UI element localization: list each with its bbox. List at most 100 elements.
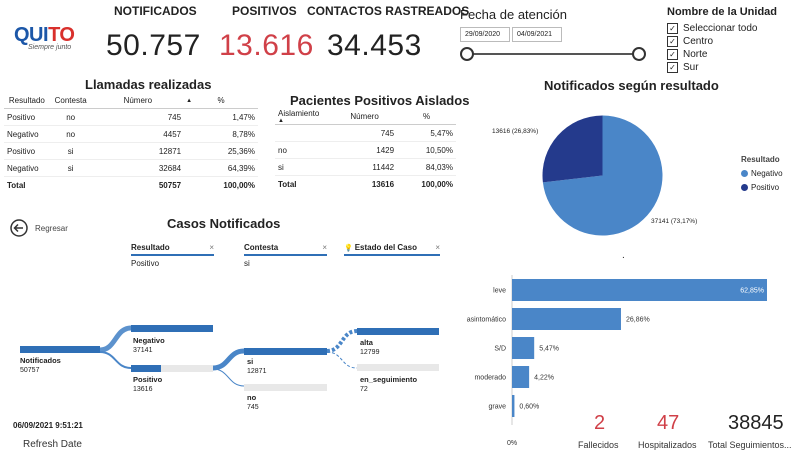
sort-asc-icon[interactable]: ▲ [186, 98, 193, 104]
llamadas-table: Resultado Contesta Número ▲% Positivo no 7… [4, 92, 258, 193]
table-cell: 25,36% [184, 142, 258, 160]
aislados-title: Pacientes Positivos Aislados [290, 93, 470, 108]
node-value: 50757 [20, 367, 40, 374]
bar-value-label: 4,22% [534, 375, 554, 382]
bar-grave[interactable] [512, 395, 515, 417]
legend-dot-icon [741, 170, 748, 177]
bar-moderado[interactable] [512, 366, 530, 388]
unidad-option-norte[interactable]: ✓ Norte [667, 48, 758, 61]
pie-label-positivo: 13616 (26,83%) [492, 128, 539, 135]
table-row[interactable]: Negativo si 32684 64,39% [4, 159, 258, 177]
llamadas-title: Llamadas realizadas [85, 77, 212, 92]
checkbox-checked-icon[interactable]: ✓ [667, 62, 678, 73]
table-cell: si [275, 158, 333, 176]
col-header-resultado[interactable]: Resultado [4, 92, 50, 109]
pie-legend-negativo[interactable]: Negativo [741, 169, 783, 178]
col-header-pct[interactable]: % [397, 108, 456, 125]
node-value: 13616 [133, 386, 153, 393]
table-row[interactable]: Positivo si 12871 25,36% [4, 142, 258, 160]
unidad-option-label: Sur [683, 62, 699, 73]
tree-root-bar[interactable] [20, 346, 100, 353]
table-cell: no [49, 125, 92, 143]
col-header-aislamiento[interactable]: Aislamiento ▲ [275, 108, 333, 125]
bar-axis-zero-label: 0% [507, 440, 517, 447]
table-cell: si [49, 159, 92, 177]
total-seguimientos-label: Total Seguimientos... [708, 440, 792, 450]
tree-node-positivo[interactable]: Positivo 13616 [133, 375, 162, 394]
legend-dot-icon [741, 184, 748, 191]
tree-node-bar-en-seguimiento[interactable] [357, 364, 439, 371]
table-cell: 11442 [332, 158, 398, 176]
total-label: Total [4, 176, 50, 193]
col-header-pct[interactable]: ▲% [184, 92, 258, 109]
kpi-notificados-value: 50.757 [106, 29, 201, 62]
tree-node-en-seguimiento[interactable]: en_seguimiento 72 [360, 375, 417, 394]
bar-s-d[interactable] [512, 337, 535, 359]
pie-slice-positivo[interactable] [542, 115, 603, 183]
unidad-label: Nombre de la Unidad [667, 6, 778, 18]
tree-node-negativo[interactable]: Negativo 37141 [133, 336, 165, 355]
sort-asc-icon[interactable]: ▲ [278, 117, 284, 124]
table-cell: 1,47% [184, 108, 258, 126]
bar-value-label: 5,47% [539, 346, 559, 353]
back-arrow-icon [10, 219, 28, 237]
tree-node-bar-si[interactable] [244, 348, 327, 355]
tree-node-si[interactable]: si 12871 [247, 357, 266, 376]
unidad-option-label: Seleccionar todo [683, 23, 758, 34]
pie-slice-negativo[interactable] [542, 115, 663, 236]
checkbox-checked-icon[interactable]: ✓ [667, 23, 678, 34]
table-cell: 8,78% [184, 125, 258, 143]
tree-node-no[interactable]: no 745 [247, 393, 259, 412]
fecha-slider-end-handle[interactable] [632, 47, 646, 61]
tree-node-bar-alta[interactable] [357, 328, 439, 335]
tree-node-bar-positivo[interactable] [131, 365, 213, 372]
table-row[interactable]: si 11442 84,03% [275, 158, 456, 176]
pie-legend-positivo[interactable]: Positivo [741, 183, 779, 192]
hospitalizados-value: 47 [657, 412, 680, 434]
filter-contesta[interactable]: Contesta × si [244, 243, 327, 268]
fecha-end-input[interactable]: 04/09/2021 [512, 27, 562, 42]
bar-asintom-tico[interactable] [512, 308, 621, 330]
close-icon[interactable]: × [209, 243, 214, 252]
node-label: Notificados [20, 356, 61, 365]
total-label: Total [275, 175, 333, 192]
unidad-option-centro[interactable]: ✓ Centro [667, 35, 758, 48]
estado-bar-chart[interactable]: leve 62,85% asintomático 26,86% S/D 5,47% mode… [460, 275, 780, 450]
col-header-numero[interactable]: Número [91, 92, 185, 109]
filter-estado-caso[interactable]: 💡 Estado del Caso × [344, 243, 440, 259]
total-numero: 50757 [91, 176, 185, 193]
fecha-start-input[interactable]: 29/09/2020 [460, 27, 510, 42]
refresh-datetime: 06/09/2021 9:51:21 [13, 421, 83, 430]
fallecidos-value: 2 [594, 412, 606, 434]
checkbox-checked-icon[interactable]: ✓ [667, 49, 678, 60]
col-header-contesta[interactable]: Contesta [49, 92, 92, 109]
pie-chart[interactable] [540, 113, 665, 238]
bar-leve[interactable] [512, 279, 767, 301]
pie-title: Notificados según resultado [544, 78, 719, 93]
table-row[interactable]: 745 5,47% [275, 124, 456, 142]
tree-node-alta[interactable]: alta 12799 [360, 338, 379, 357]
node-value: 37141 [133, 347, 153, 354]
unidad-option-sur[interactable]: ✓ Sur [667, 61, 758, 74]
table-cell: Negativo [4, 125, 50, 143]
fecha-slider-track[interactable] [466, 53, 638, 55]
back-button[interactable]: Regresar [10, 219, 68, 237]
table-row[interactable]: Positivo no 745 1,47% [4, 108, 258, 126]
checkbox-checked-icon[interactable]: ✓ [667, 36, 678, 47]
casos-title: Casos Notificados [167, 216, 281, 231]
table-cell: 745 [91, 108, 185, 126]
table-row[interactable]: no 1429 10,50% [275, 141, 456, 159]
filter-resultado[interactable]: Resultado × Positivo [131, 243, 214, 268]
filter-label: Contesta [244, 243, 279, 252]
filter-label: Resultado [131, 243, 170, 252]
tree-root-node[interactable]: Notificados 50757 [20, 356, 61, 375]
close-icon[interactable]: × [435, 243, 440, 252]
tree-node-bar-negativo[interactable] [131, 325, 213, 332]
tree-node-bar-no[interactable] [244, 384, 327, 391]
col-header-numero[interactable]: Número [332, 108, 398, 125]
unidad-option-seleccionar-todo[interactable]: ✓ Seleccionar todo [667, 22, 758, 35]
unidad-option-label: Norte [683, 49, 708, 60]
close-icon[interactable]: × [322, 243, 327, 252]
fecha-slider-start-handle[interactable] [460, 47, 474, 61]
table-row[interactable]: Negativo no 4457 8,78% [4, 125, 258, 143]
